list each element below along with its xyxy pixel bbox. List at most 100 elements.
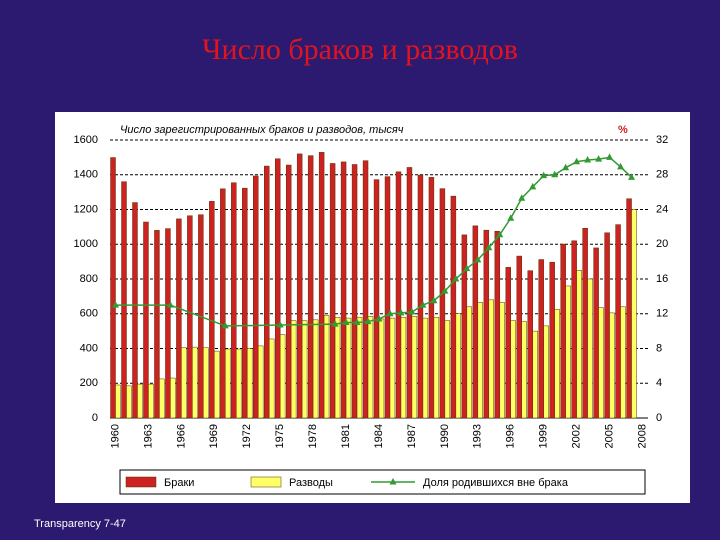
line-marker [606, 153, 614, 160]
bar [378, 318, 385, 419]
line-marker [474, 255, 482, 263]
bar [538, 259, 544, 419]
bar [231, 182, 237, 419]
line-marker [221, 321, 229, 329]
bar [450, 195, 457, 419]
bar [516, 255, 522, 419]
slide-title: Число браков и разводов [202, 33, 518, 66]
y-tick-label: 400 [80, 342, 98, 354]
bar [301, 320, 308, 419]
bar [472, 225, 479, 419]
bar [318, 152, 325, 419]
bar [626, 198, 632, 419]
bar [593, 247, 599, 419]
bar [615, 224, 621, 419]
x-tick-label: 2002 [571, 424, 583, 448]
x-tick-label: 1960 [109, 424, 121, 448]
x-tick-label: 1990 [439, 424, 451, 448]
line-marker [441, 287, 449, 294]
bar [132, 202, 138, 419]
bar [499, 302, 505, 419]
bar [192, 346, 198, 419]
bar [373, 179, 380, 419]
bar [389, 317, 396, 419]
bar [257, 345, 264, 419]
bar [417, 174, 424, 419]
bar [290, 320, 297, 419]
bar [340, 161, 347, 419]
bar [279, 334, 286, 419]
y-tick-label: 0 [92, 412, 98, 424]
line-marker [430, 296, 438, 304]
bar [400, 316, 407, 419]
bar [565, 285, 571, 419]
bar [631, 209, 637, 419]
legend-swatch [125, 476, 157, 488]
bar [209, 201, 215, 419]
bar [165, 228, 171, 419]
bar [461, 234, 468, 419]
x-tick-label: 1984 [373, 424, 385, 448]
line-marker [507, 214, 515, 221]
line-marker [551, 170, 559, 178]
line-marker [518, 194, 526, 201]
bar [367, 316, 374, 419]
bar [571, 240, 577, 419]
y-tick-label: 1600 [74, 134, 98, 146]
bar [246, 348, 253, 419]
bar [411, 316, 418, 419]
bar [362, 160, 369, 419]
line-marker [386, 309, 394, 317]
line-marker [111, 301, 119, 308]
bar [307, 155, 314, 419]
bar [351, 164, 358, 419]
x-tick-label: 1996 [505, 424, 517, 448]
bar [242, 187, 248, 419]
line-marker [408, 308, 416, 315]
line-marker [617, 162, 625, 170]
line-marker [595, 155, 603, 162]
bar [121, 181, 127, 419]
legend-swatch [250, 476, 282, 488]
y2-tick-label: 20 [656, 238, 668, 250]
y-tick-label: 200 [80, 377, 98, 389]
line-marker [463, 264, 471, 272]
y2-tick-label: 12 [656, 308, 668, 320]
x-tick-label: 1972 [241, 424, 253, 448]
line-marker [485, 243, 493, 251]
line-marker [573, 157, 581, 165]
bar [406, 167, 413, 419]
bar [598, 307, 604, 419]
bar [126, 385, 132, 419]
bar [159, 378, 165, 419]
x-tick-label: 1975 [274, 424, 286, 448]
y2-label: % [618, 124, 628, 136]
x-tick-label: 1999 [538, 424, 550, 448]
y-tick-label: 1200 [74, 203, 98, 215]
bar [455, 313, 462, 419]
bar [604, 232, 610, 419]
bar [549, 261, 555, 419]
bar [110, 157, 116, 419]
line-marker [584, 155, 592, 163]
bar [384, 176, 391, 419]
bar [620, 306, 626, 419]
bar [187, 215, 193, 419]
bar [494, 230, 501, 419]
bar [253, 175, 259, 419]
bar [587, 278, 593, 419]
x-tick-label: 2005 [603, 424, 615, 448]
bar [170, 377, 176, 419]
x-tick-label: 2008 [636, 424, 648, 448]
line-marker [452, 275, 460, 282]
bar [334, 316, 341, 419]
bar [428, 177, 435, 419]
bar [505, 267, 512, 419]
y2-tick-label: 4 [656, 377, 662, 389]
legend-marker [389, 478, 397, 485]
chart-title: Число зарегистрированных браков и развод… [120, 124, 404, 136]
bar [154, 230, 160, 419]
line-marker [166, 301, 174, 308]
